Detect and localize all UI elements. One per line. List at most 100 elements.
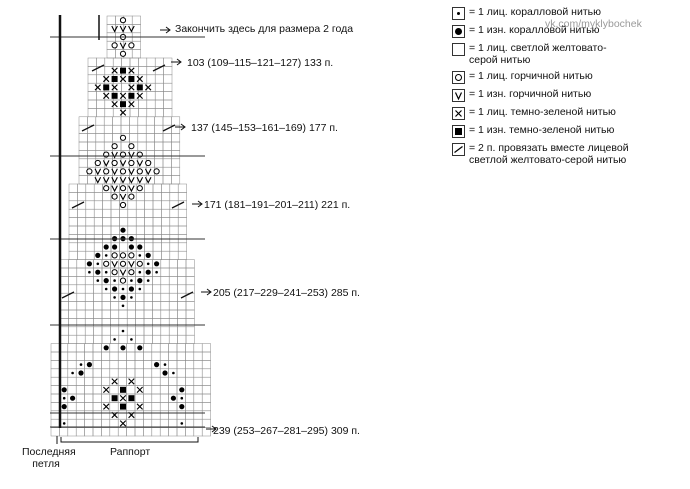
- legend-text: = 1 изн. горчичной нитью: [469, 88, 592, 100]
- legend-item: = 1 лиц. темно-зеленой нитью: [452, 106, 682, 120]
- grid-cell: [112, 124, 122, 134]
- grid-cell: [159, 427, 169, 437]
- grid-cell: [168, 318, 178, 328]
- grid-cell: [118, 309, 128, 319]
- grid-cell: [162, 158, 172, 168]
- grid-cell: [177, 183, 187, 193]
- grid-cell: [77, 208, 87, 218]
- grid-cell: [68, 301, 78, 311]
- grid-cell: [117, 376, 127, 386]
- big-dot-symbol: [137, 278, 143, 284]
- grid-cell: [120, 175, 130, 185]
- grid-cell: [59, 301, 69, 311]
- grid-cell: [109, 351, 119, 361]
- arrow-icon: [201, 288, 212, 296]
- grid-cell: [185, 334, 195, 344]
- dot-symbol: [62, 396, 66, 400]
- square-symbol: [111, 92, 118, 99]
- v-symbol: [119, 193, 127, 201]
- grid-cell: [92, 418, 102, 428]
- grid-cell: [144, 208, 154, 218]
- grid-cell: [168, 309, 178, 319]
- grid-cell: [146, 108, 156, 118]
- grid-cell: [163, 82, 173, 92]
- grid-cell: [185, 326, 195, 336]
- slash-icon: [452, 143, 465, 156]
- grid-cell: [152, 250, 162, 260]
- grid-cell: [102, 192, 112, 202]
- grid-cell: [129, 133, 139, 143]
- grid-cell: [103, 141, 113, 151]
- grid-cell: [67, 385, 77, 395]
- grid-cell: [50, 343, 60, 353]
- grid-cell: [76, 292, 86, 302]
- repeat-bracket: [60, 437, 199, 443]
- circle-symbol: [119, 252, 127, 259]
- grid-cell: [193, 385, 203, 395]
- circle-symbol: [111, 143, 118, 150]
- grid-cell: [152, 225, 162, 235]
- circle-symbol: [128, 159, 135, 167]
- grid-cell: [161, 208, 171, 218]
- grid-cell: [78, 166, 88, 176]
- grid-cell: [93, 334, 103, 344]
- grid-cell: [106, 15, 116, 25]
- stitch-count-1: 103 (109–115–121–127) 133 п.: [187, 57, 334, 69]
- grid-cell: [152, 326, 162, 336]
- x-symbol: [128, 67, 135, 74]
- grid-cell: [110, 217, 120, 227]
- stitch-count-4: 205 (217–229–241–253) 285 п.: [213, 287, 360, 299]
- v-symbol: [119, 269, 127, 277]
- grid-cell: [151, 410, 161, 420]
- grid-cell: [93, 217, 103, 227]
- big-dot-symbol: [137, 345, 143, 351]
- circle-symbol: [119, 260, 127, 267]
- grid-cell: [68, 250, 78, 260]
- dot-symbol: [113, 338, 116, 341]
- x-symbol: [136, 92, 143, 99]
- grid-cell: [161, 250, 171, 260]
- grid-cell: [135, 192, 145, 202]
- grid-cell: [50, 360, 60, 370]
- grid-cell: [138, 99, 148, 109]
- grid-cell: [168, 267, 178, 277]
- grid-cell: [154, 57, 164, 67]
- v-symbol: [128, 176, 135, 184]
- grid-cell: [201, 385, 211, 395]
- grid-cell: [118, 318, 128, 328]
- grid-cell: [109, 368, 119, 378]
- big-dot-symbol: [112, 286, 118, 292]
- grid-cell: [112, 150, 122, 160]
- grid-cell: [68, 318, 78, 328]
- grid-cell: [171, 116, 181, 126]
- grid-cell: [145, 150, 155, 160]
- grid-cell: [112, 57, 122, 67]
- big-dot-symbol: [95, 269, 101, 275]
- x-symbol: [103, 75, 110, 83]
- v-symbol: [128, 185, 135, 193]
- grid-cell: [93, 192, 103, 202]
- grid-cell: [75, 343, 85, 353]
- big-dot-symbol: [95, 252, 101, 258]
- grid-cell: [120, 141, 130, 151]
- grid-cell: [168, 418, 178, 428]
- grid-cell: [102, 208, 112, 218]
- grid-cell: [176, 343, 186, 353]
- grid-cell: [50, 410, 60, 420]
- grid-cell: [129, 108, 139, 118]
- circle-symbol: [111, 193, 118, 200]
- grid-cell: [163, 108, 173, 118]
- grid-cell: [87, 108, 97, 118]
- x-symbol: [128, 378, 135, 385]
- grid-cell: [151, 402, 161, 412]
- grid-cell: [143, 343, 153, 353]
- grid-cell: [152, 200, 162, 210]
- decrease-slash: [61, 291, 75, 299]
- square-symbol: [111, 76, 118, 82]
- grid-cell: [151, 351, 161, 361]
- grid-cell: [135, 208, 145, 218]
- grid-cell: [134, 418, 144, 428]
- grid-cell: [135, 301, 145, 311]
- grid-cell: [84, 301, 94, 311]
- grid-cell: [126, 418, 136, 428]
